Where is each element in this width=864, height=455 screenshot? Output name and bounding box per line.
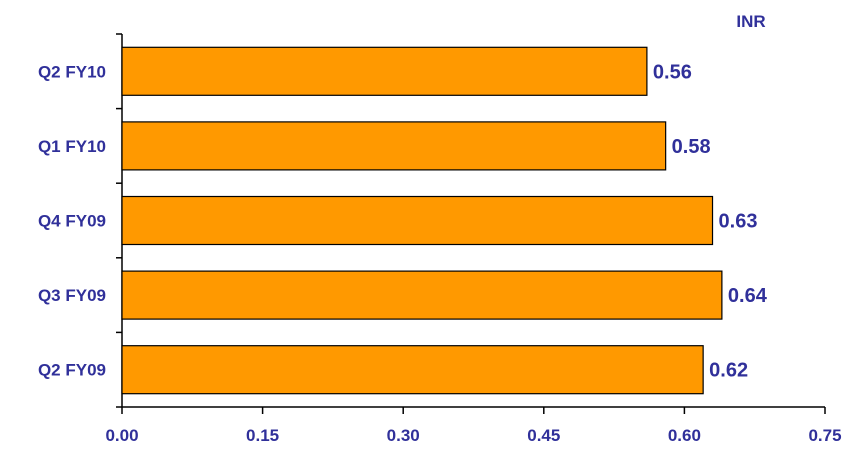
x-tick-label: 0.15 (246, 426, 279, 445)
labels: 0.00 0.15 0.30 0.45 0.60 0.75 Q2 FY10 0.56 Q1 FY… (38, 61, 842, 445)
data-label: 0.62 (709, 360, 748, 382)
x-tick-label: 0.30 (387, 426, 420, 445)
x-tick-label: 0.60 (668, 426, 701, 445)
data-label: 0.63 (719, 211, 758, 233)
bar (121, 46, 648, 96)
category-label: Q4 FY09 (38, 212, 106, 231)
unit-label: INR (736, 12, 765, 31)
data-label: 0.64 (728, 285, 768, 307)
x-tick-label: 0.75 (808, 426, 841, 445)
bar (121, 345, 704, 395)
x-tick-label: 0.45 (527, 426, 560, 445)
x-tick-label: 0.00 (105, 426, 138, 445)
category-label: Q2 FY09 (38, 361, 106, 380)
bar (121, 195, 714, 246)
category-label: Q2 FY10 (38, 62, 106, 81)
bars (121, 46, 723, 395)
data-label: 0.58 (672, 136, 711, 158)
bar (121, 270, 723, 320)
category-label: Q1 FY10 (38, 137, 106, 156)
category-label: Q3 FY09 (38, 286, 106, 305)
bar (121, 121, 667, 171)
data-label: 0.56 (653, 61, 692, 83)
